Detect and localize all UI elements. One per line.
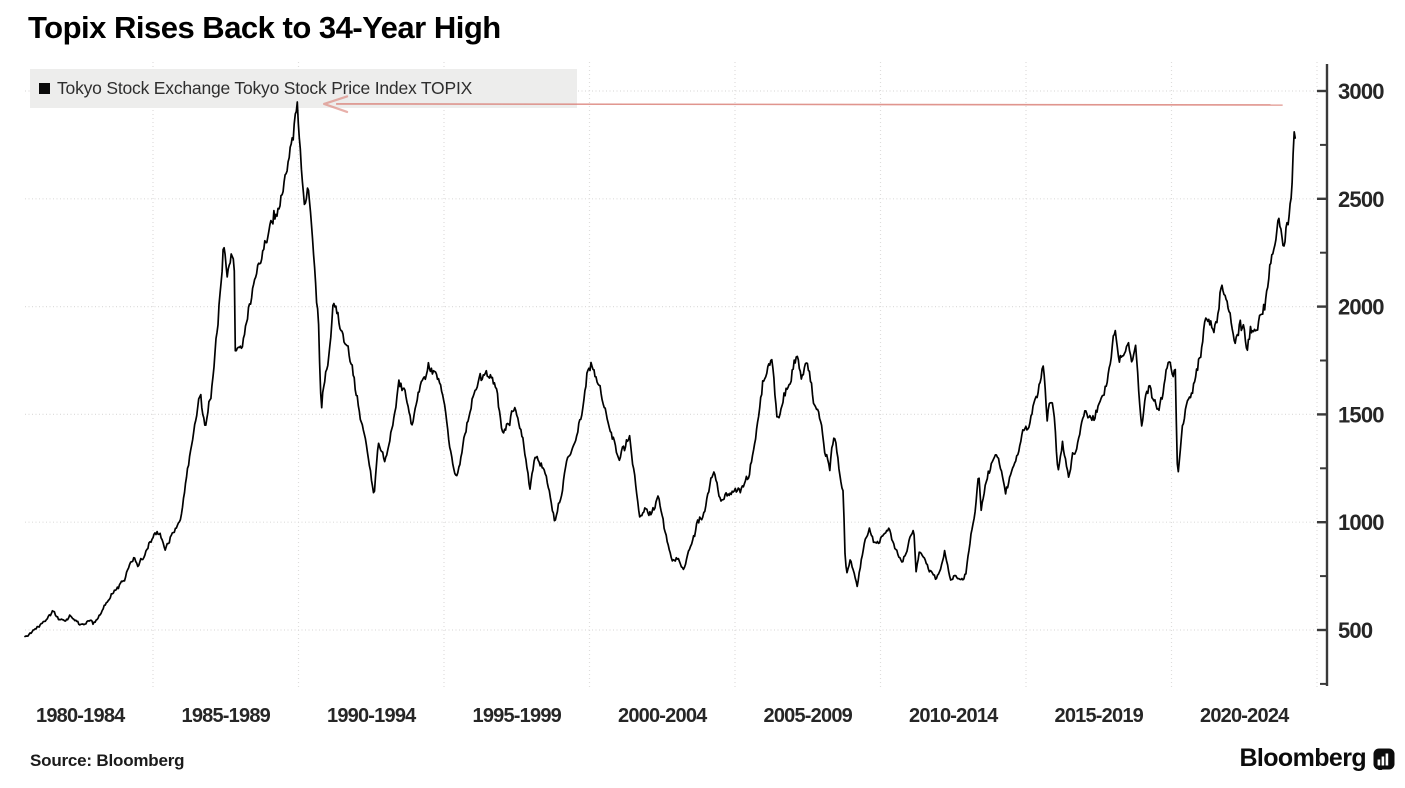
- x-axis-tick-label: 2015-2019: [1055, 705, 1144, 727]
- y-axis-tick-label: 3000: [1338, 79, 1384, 104]
- bloomberg-wordmark: Bloomberg: [1239, 744, 1366, 772]
- x-axis-tick-label: 1995-1999: [473, 705, 562, 727]
- legend-background: [30, 69, 577, 108]
- bloomberg-logo: Bloomberg: [1239, 744, 1395, 773]
- x-axis-tick-label: 2005-2009: [764, 705, 853, 727]
- x-axis-tick-label: 2000-2004: [618, 705, 708, 727]
- source-label: Source: Bloomberg: [30, 751, 185, 770]
- y-axis-tick-label: 2000: [1338, 295, 1384, 320]
- bloomberg-terminal-icon: [1373, 748, 1395, 770]
- annotation-arrow-shaft: [336, 103, 1283, 106]
- legend: Tokyo Stock Exchange Tokyo Stock Price I…: [30, 69, 577, 108]
- x-axis-tick-label: 2010-2014: [909, 705, 999, 727]
- legend-series-label: Tokyo Stock Exchange Tokyo Stock Price I…: [57, 78, 473, 98]
- annotation-arrow-head: [323, 95, 349, 114]
- y-axis-tick-label: 1000: [1338, 510, 1384, 535]
- y-axis-tick-label: 1500: [1338, 402, 1384, 427]
- y-axis-tick-label: 500: [1338, 618, 1373, 643]
- x-axis-tick-label: 2020-2024: [1200, 705, 1290, 727]
- chart-title: Topix Rises Back to 34-Year High: [28, 10, 501, 45]
- x-axis-tick-label: 1990-1994: [327, 705, 417, 727]
- x-axis-tick-label: 1980-1984: [36, 705, 126, 727]
- y-axis-tick-label: 2500: [1338, 187, 1384, 212]
- topix-series-line: [24, 101, 1297, 638]
- x-axis-tick-label: 1985-1989: [182, 705, 271, 727]
- legend-square-marker-icon: [39, 83, 50, 94]
